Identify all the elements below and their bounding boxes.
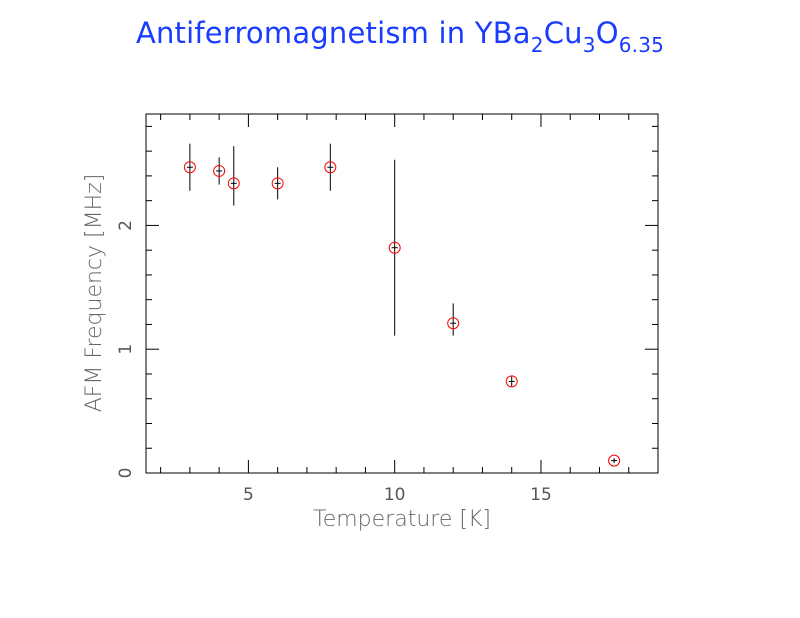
x-tick-label: 5 (243, 485, 254, 505)
y-axis-label: AFM Frequency [MHz] (82, 174, 107, 413)
data-point (388, 241, 401, 254)
title-mid-1: Cu (543, 16, 583, 50)
axis-tick-labels: 5 10 15 0 1 2 (116, 220, 552, 505)
data-point (227, 177, 240, 190)
title-mid-2: O (595, 16, 619, 50)
title-sub-3: 6.35 (618, 33, 665, 57)
data-points (183, 143, 621, 467)
title-sub-2: 3 (582, 33, 596, 57)
axis-ticks (146, 114, 659, 474)
data-point (324, 161, 337, 174)
x-tick-label: 15 (530, 485, 552, 505)
data-point (505, 375, 518, 388)
data-point (213, 164, 226, 177)
x-tick-label: 10 (384, 485, 406, 505)
data-point (271, 177, 284, 190)
title-main: Antiferromagnetism in YBa (135, 16, 531, 50)
chart-title: Antiferromagnetism in YBa2Cu3O6.35 (0, 16, 800, 55)
y-tick-label: 2 (116, 220, 136, 231)
y-tick-label: 1 (116, 344, 136, 355)
data-point (447, 317, 460, 330)
title-sub-1: 2 (530, 33, 544, 57)
data-point (183, 161, 196, 174)
x-axis-label: Temperature [K] (313, 507, 491, 532)
plot-frame (145, 113, 659, 474)
data-point (608, 454, 621, 467)
y-tick-label: 0 (116, 468, 136, 479)
